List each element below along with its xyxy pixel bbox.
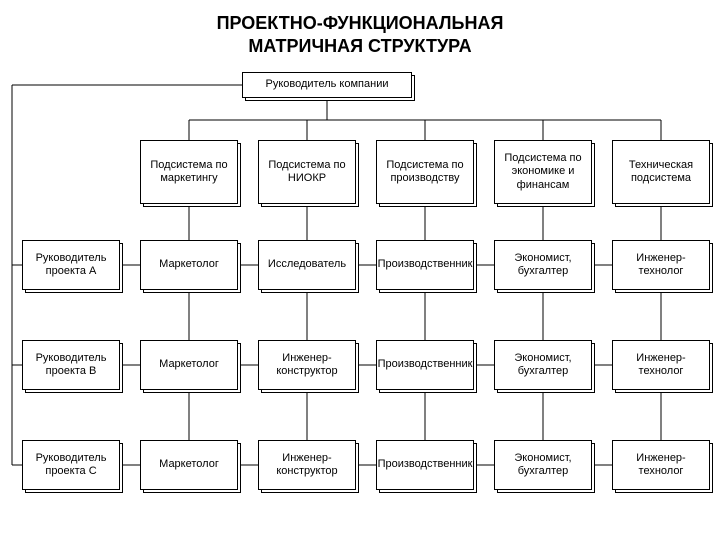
subsystem-box-2: Подсистема по производству — [376, 140, 474, 204]
subsystem-box-0: Подсистема по маркетингу — [140, 140, 238, 204]
subsystem-box-3: Подсистема по экономике и финансам — [494, 140, 592, 204]
project-head-box-1: Руководитель проекта B — [22, 340, 120, 390]
cell-2-1: Инженер-конструктор — [258, 440, 356, 490]
cell-1-2: Производственник — [376, 340, 474, 390]
cell-2-4: Инженер-технолог — [612, 440, 710, 490]
cell-1-4: Инженер-технолог — [612, 340, 710, 390]
cell-2-0: Маркетолог — [140, 440, 238, 490]
title-line2: МАТРИЧНАЯ СТРУКТУРА — [0, 35, 720, 58]
project-head-box-0: Руководитель проекта A — [22, 240, 120, 290]
subsystem-box-1: Подсистема по НИОКР — [258, 140, 356, 204]
cell-1-1: Инженер-конструктор — [258, 340, 356, 390]
cell-0-1: Исследователь — [258, 240, 356, 290]
subsystem-box-4: Техническая подсистема — [612, 140, 710, 204]
cell-0-2: Производственник — [376, 240, 474, 290]
title-line1: ПРОЕКТНО-ФУНКЦИОНАЛЬНАЯ — [0, 12, 720, 35]
cell-2-2: Производственник — [376, 440, 474, 490]
project-head-box-2: Руководитель проекта C — [22, 440, 120, 490]
cell-2-3: Экономист, бухгалтер — [494, 440, 592, 490]
cell-0-3: Экономист, бухгалтер — [494, 240, 592, 290]
cell-1-0: Маркетолог — [140, 340, 238, 390]
cell-0-0: Маркетолог — [140, 240, 238, 290]
company-head-box: Руководитель компании — [242, 72, 412, 98]
cell-0-4: Инженер-технолог — [612, 240, 710, 290]
cell-1-3: Экономист, бухгалтер — [494, 340, 592, 390]
